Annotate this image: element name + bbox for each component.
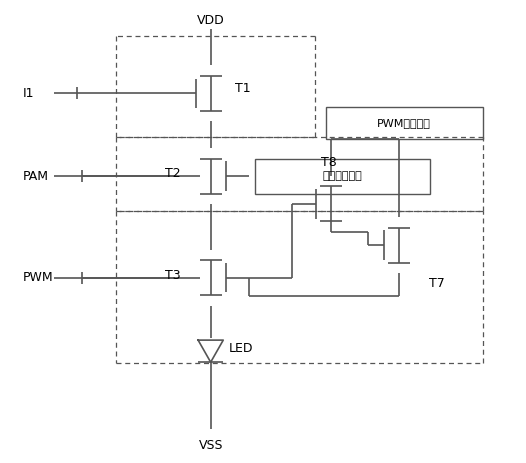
Text: T1: T1: [235, 82, 250, 95]
Bar: [255, 159, 430, 194]
Text: VSS: VSS: [198, 438, 223, 451]
Text: LED: LED: [228, 342, 253, 356]
Text: PAM: PAM: [22, 170, 48, 183]
Text: PWM产生电路: PWM产生电路: [377, 119, 431, 128]
Text: T8: T8: [320, 156, 336, 169]
Text: T7: T7: [429, 277, 444, 290]
Text: VDD: VDD: [197, 14, 225, 27]
Bar: [326, 107, 483, 139]
Text: T2: T2: [165, 168, 181, 181]
Text: 第一控制单元: 第一控制单元: [322, 171, 362, 181]
Text: T3: T3: [165, 269, 181, 282]
Text: I1: I1: [22, 87, 34, 100]
Text: PWM: PWM: [22, 271, 53, 284]
